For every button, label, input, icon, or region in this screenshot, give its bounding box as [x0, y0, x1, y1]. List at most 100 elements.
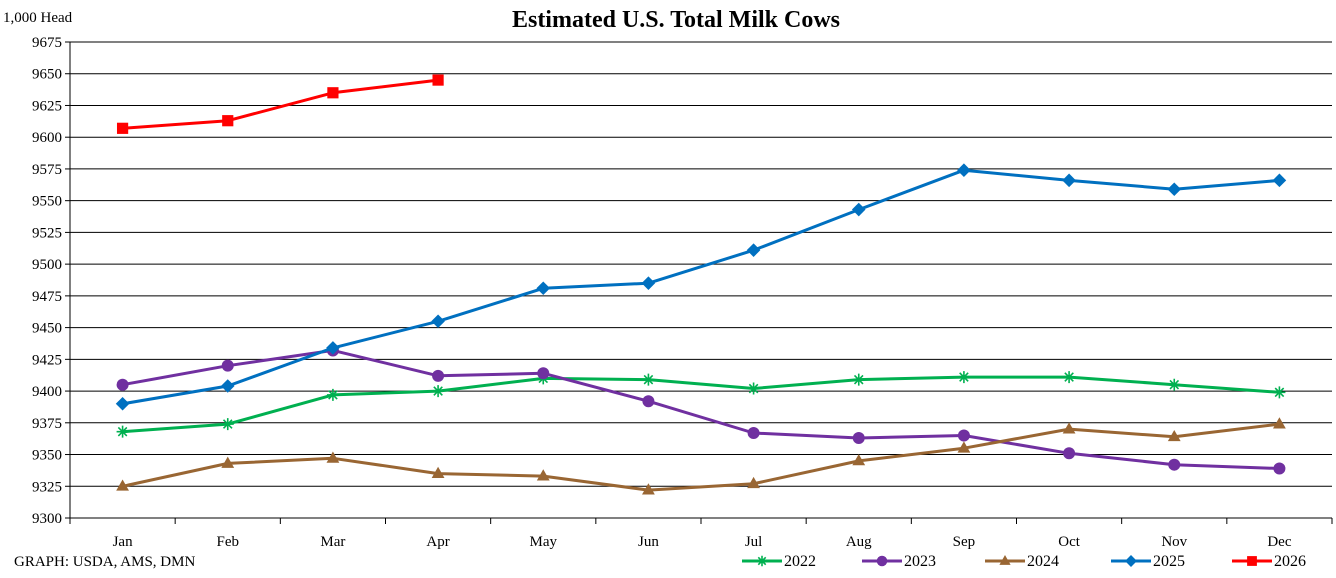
y-tick-label: 9400 [32, 384, 62, 400]
series-line-2026 [122, 78, 439, 130]
data-point-2025 [326, 341, 340, 355]
data-point-2022 [221, 418, 234, 431]
data-point-2024 [957, 441, 971, 453]
data-point-2023 [1168, 458, 1181, 471]
y-tick-label: 9600 [32, 130, 62, 146]
legend-label-2025: 2025 [1153, 553, 1185, 570]
legend-marker-2024 [999, 555, 1011, 565]
y-tick-label: 9475 [32, 289, 62, 305]
x-tick-label: Sep [953, 534, 976, 550]
data-point-2023 [642, 395, 655, 408]
y-tick-label: 9350 [32, 448, 62, 464]
data-point-2025 [1062, 173, 1076, 188]
data-point-2022 [642, 373, 655, 386]
y-tick-label: 9500 [32, 257, 62, 273]
y-tick-label: 9575 [32, 162, 62, 178]
legend-label-2022: 2022 [784, 553, 816, 570]
y-tick-label: 9650 [32, 67, 62, 83]
x-tick-label: Aug [846, 534, 872, 550]
y-tick-label: 9550 [32, 194, 62, 210]
data-point-2026 [327, 87, 339, 99]
data-point-2025 [431, 314, 445, 329]
y-tick-label: 9425 [32, 352, 62, 368]
data-point-2024 [1273, 417, 1286, 429]
x-tick-label: Jun [638, 534, 659, 550]
axes: 9300 9325 9350 9375 9400 9425 9450 9475 9500 9525… [32, 35, 1333, 550]
series-lines [115, 74, 1287, 495]
x-tick-label: Oct [1058, 534, 1080, 550]
y-tick-label: 9325 [32, 479, 62, 495]
data-point-2025 [536, 281, 551, 296]
data-point-2024 [642, 483, 655, 495]
legend-marker-2022 [756, 555, 768, 567]
x-tick-label: Jul [745, 534, 763, 550]
series-line-2023 [122, 348, 1280, 470]
legend-label-2026: 2026 [1274, 553, 1306, 570]
x-tick-label: Nov [1161, 534, 1187, 550]
data-point-2023 [221, 359, 234, 372]
data-point-2024 [116, 479, 129, 491]
data-point-2023 [116, 378, 129, 391]
data-point-2022 [326, 388, 339, 401]
data-point-2022 [1273, 386, 1286, 399]
data-point-2024 [1062, 422, 1076, 434]
data-point-2022 [116, 425, 129, 438]
data-point-2026 [116, 122, 129, 134]
data-point-2025 [851, 202, 866, 217]
x-tick-label: Feb [217, 534, 240, 550]
y-unit-label: 1,000 Head [3, 10, 73, 26]
x-tick-label: Apr [426, 534, 449, 550]
data-point-2023 [537, 367, 550, 380]
series-line-2024 [122, 422, 1280, 492]
y-tick-label: 9675 [32, 35, 62, 51]
data-point-2025 [641, 276, 656, 290]
legend-marker-2026 [1247, 556, 1257, 566]
data-point-2024 [1167, 429, 1181, 442]
x-tick-label: Jan [113, 534, 133, 550]
data-point-2023 [747, 426, 760, 439]
x-tick-label: Mar [320, 534, 345, 550]
series-line-2022 [122, 375, 1280, 434]
y-tick-label: 9625 [32, 98, 62, 114]
data-point-2023 [1063, 447, 1076, 460]
y-tick-label: 9525 [32, 225, 62, 241]
data-point-2026 [432, 74, 444, 86]
data-point-2024 [852, 454, 866, 466]
data-point-2022 [747, 382, 760, 395]
data-point-2025 [1272, 173, 1287, 188]
x-tick-label: May [530, 534, 558, 550]
chart-title: Estimated U.S. Total Milk Cows [512, 7, 840, 33]
data-point-2025 [220, 379, 235, 393]
data-point-2025 [746, 243, 761, 257]
data-point-2023 [852, 432, 865, 445]
source-note: GRAPH: USDA, AMS, DMN [14, 554, 195, 570]
data-point-2022 [957, 371, 970, 384]
data-point-2023 [1273, 462, 1286, 475]
x-tick-label: Dec [1267, 534, 1291, 550]
data-point-2024 [221, 456, 235, 468]
data-point-2025 [1167, 182, 1182, 197]
data-point-2023 [432, 369, 445, 382]
data-point-2024 [747, 476, 760, 489]
data-point-2022 [852, 373, 865, 386]
legend: 2022 2023 2024 2025 2026 [742, 553, 1306, 570]
legend-marker-2023 [876, 555, 888, 567]
y-tick-label: 9300 [32, 511, 62, 527]
data-point-2024 [431, 466, 445, 478]
data-point-2022 [1063, 371, 1076, 384]
data-point-2025 [957, 163, 971, 178]
legend-label-2023: 2023 [904, 553, 936, 570]
legend-label-2024: 2024 [1027, 553, 1059, 570]
data-point-2022 [1168, 378, 1181, 391]
legend-marker-2025 [1125, 555, 1137, 567]
data-point-2024 [326, 451, 340, 463]
data-point-2023 [957, 429, 970, 442]
series-line-2025 [122, 168, 1280, 406]
y-tick-label: 9450 [32, 321, 62, 337]
data-point-2025 [115, 396, 130, 411]
data-point-2024 [536, 469, 550, 481]
data-point-2022 [432, 385, 445, 398]
y-tick-label: 9375 [32, 416, 62, 432]
